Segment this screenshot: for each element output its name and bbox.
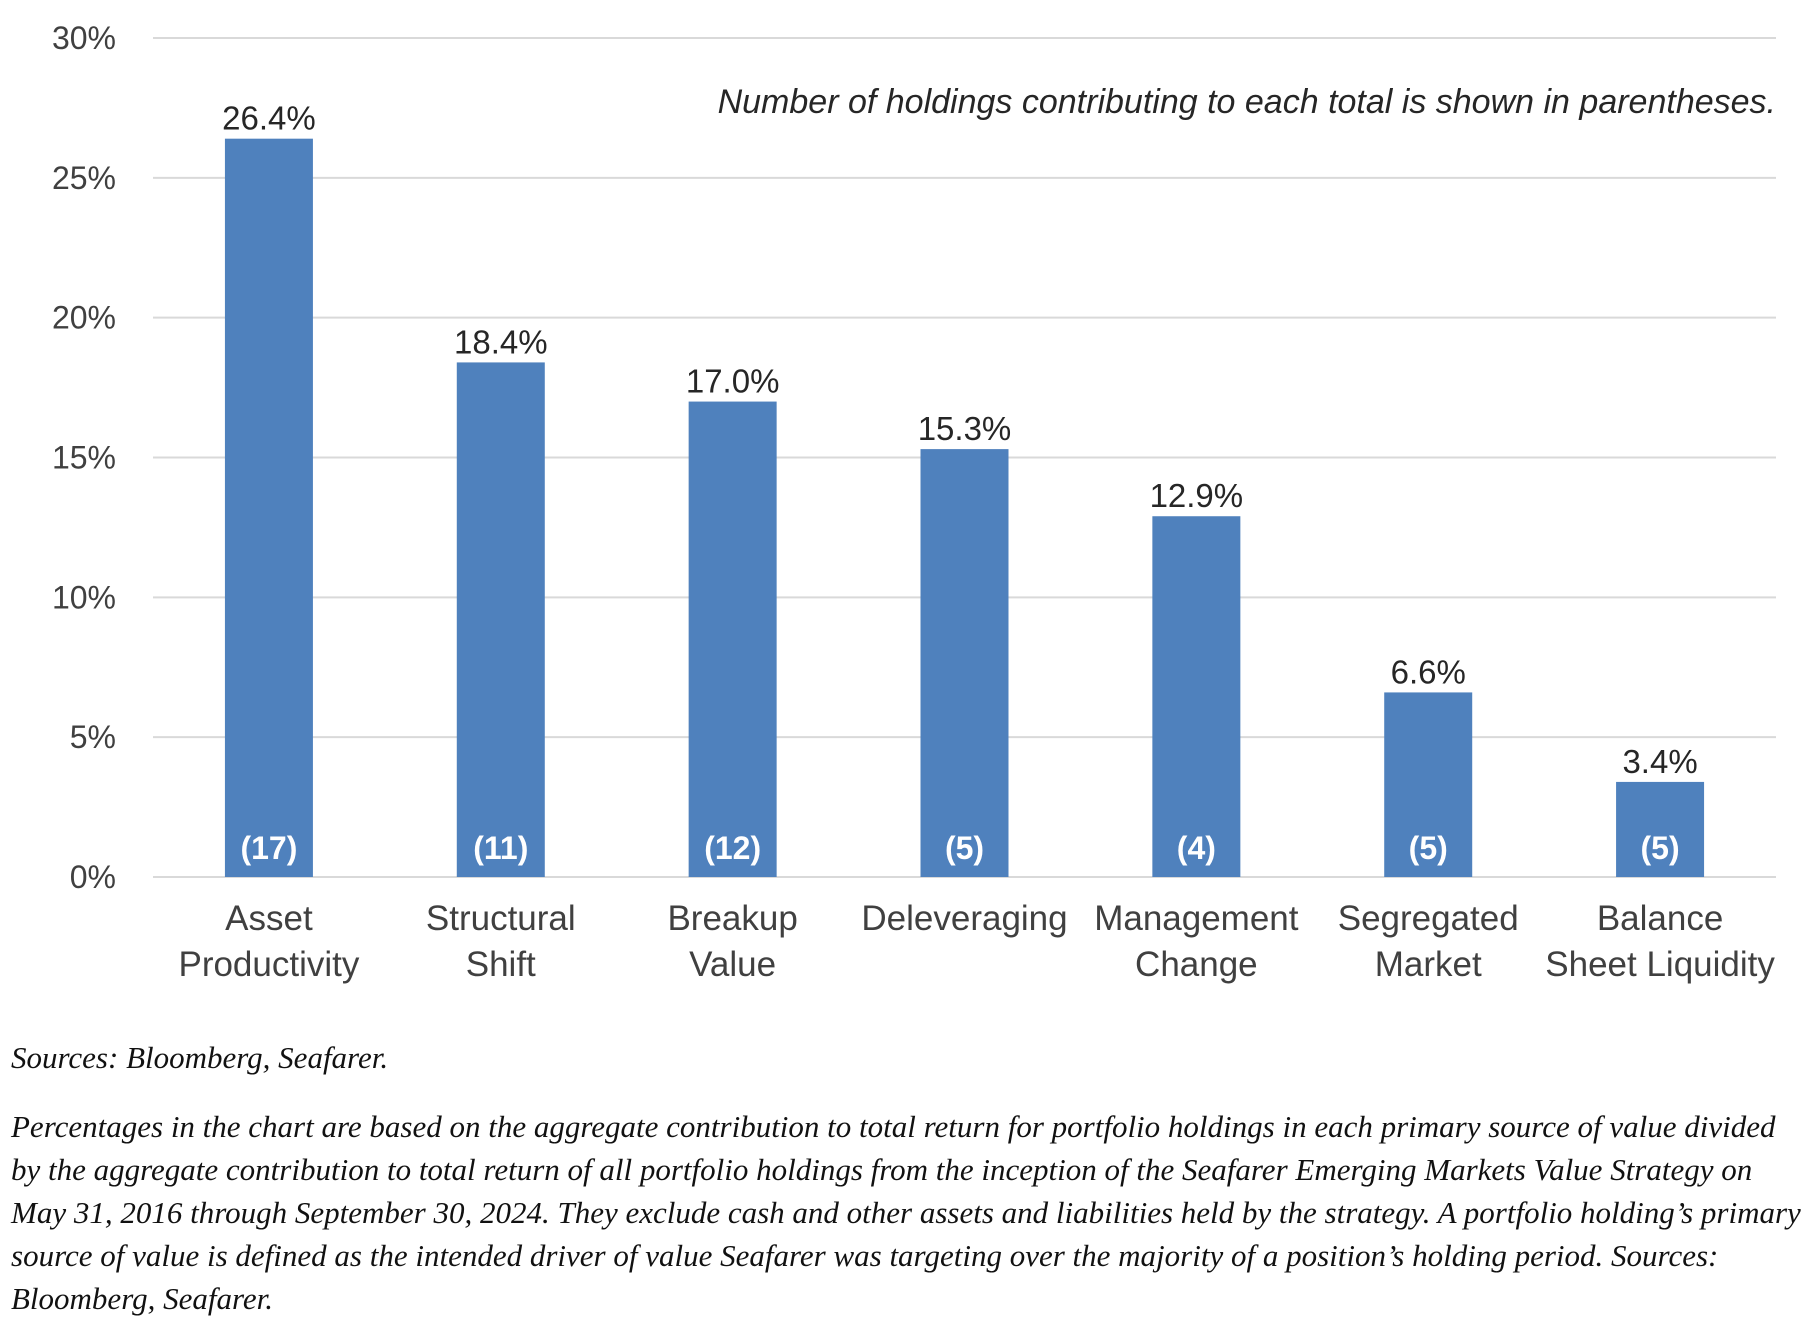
x-category-label: Productivity xyxy=(178,945,359,984)
y-axis-ticks: 0% 5% 10% 15% 20% 25% 30% xyxy=(52,20,116,895)
holding-count-label: (12) xyxy=(704,830,761,866)
x-category-label: Market xyxy=(1375,945,1482,984)
holding-count-label: (5) xyxy=(945,830,984,866)
holding-count-label: (5) xyxy=(1641,830,1680,866)
x-category-label: Value xyxy=(689,945,776,984)
bar-value-label: 3.4% xyxy=(1622,743,1697,780)
x-category-label: Sheet Liquidity xyxy=(1545,945,1775,984)
x-category-label: Asset xyxy=(225,899,313,938)
bar xyxy=(688,401,777,877)
x-category-label: Management xyxy=(1094,899,1299,938)
sources-note: Sources: Bloomberg, Seafarer. xyxy=(11,1040,389,1075)
x-category-label: Shift xyxy=(466,945,536,984)
bar xyxy=(1152,516,1241,877)
bar xyxy=(1384,692,1473,877)
bar-value-label: 18.4% xyxy=(454,323,548,360)
methodology-footnote: Percentages in the chart are based on th… xyxy=(11,1109,1801,1316)
x-category-label: Structural xyxy=(426,899,576,938)
y-tick-label: 20% xyxy=(52,300,116,336)
chart-annotation: Number of holdings contributing to each … xyxy=(718,83,1776,121)
holding-count-label: (11) xyxy=(473,830,528,866)
bar-chart: 0% 5% 10% 15% 20% 25% 30% 26.4% 18.4% 17.0% 15.3%… xyxy=(52,20,1776,984)
x-axis-category-labels: Asset Productivity Structural Shift Breakup V… xyxy=(178,899,1775,984)
bars xyxy=(224,138,1705,877)
bar-value-label: 12.9% xyxy=(1150,477,1244,514)
x-category-label: Breakup xyxy=(667,899,797,938)
y-tick-label: 10% xyxy=(52,579,116,615)
bar xyxy=(224,138,313,877)
bar-value-labels: 26.4% 18.4% 17.0% 15.3% 12.9% 6.6% 3.4% xyxy=(222,100,1698,780)
bar xyxy=(1616,781,1705,877)
y-tick-label: 25% xyxy=(52,160,116,196)
x-category-label: Change xyxy=(1135,945,1258,984)
y-tick-label: 15% xyxy=(52,440,116,476)
bar-value-label: 17.0% xyxy=(686,363,780,400)
x-category-label: Deleveraging xyxy=(861,899,1067,938)
y-tick-label: 30% xyxy=(52,20,116,56)
x-category-label: Balance xyxy=(1597,899,1723,938)
holding-count-label: (4) xyxy=(1177,830,1216,866)
x-category-label: Segregated xyxy=(1338,899,1519,938)
bar-value-label: 15.3% xyxy=(918,410,1012,447)
bar-value-label: 6.6% xyxy=(1391,653,1466,690)
holding-count-label: (5) xyxy=(1409,830,1448,866)
holding-count-label: (17) xyxy=(240,830,297,866)
bar xyxy=(456,362,545,877)
y-tick-label: 5% xyxy=(70,719,116,755)
bar xyxy=(920,449,1009,877)
y-tick-label: 0% xyxy=(70,859,116,895)
bar-value-label: 26.4% xyxy=(222,100,316,137)
holding-count-labels: (17) (11) (12) (5) (4) (5) (5) xyxy=(240,830,1679,866)
